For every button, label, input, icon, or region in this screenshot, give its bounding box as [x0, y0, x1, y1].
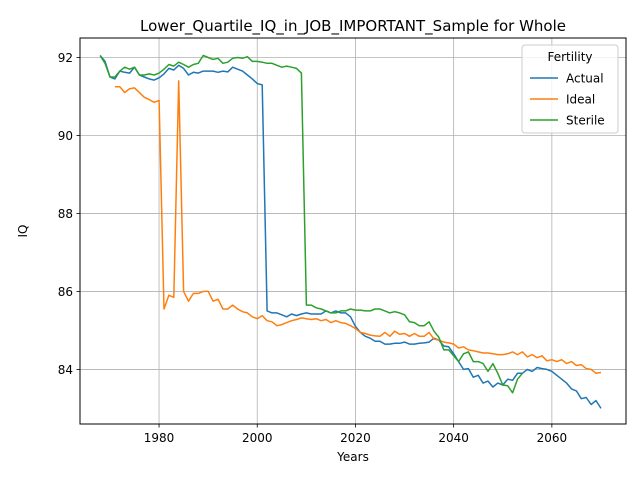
legend: Fertility Actual Ideal Sterile — [521, 44, 619, 134]
series-lines — [99, 54, 602, 409]
series-line-ideal — [114, 80, 602, 375]
x-tick-label: 2060 — [537, 431, 568, 445]
y-tick-label: 92 — [58, 51, 73, 65]
y-axis: 84 86 88 90 92 — [58, 51, 80, 377]
legend-title: Fertility — [547, 50, 592, 64]
x-axis: 1980 2000 2020 2040 2060 — [144, 424, 567, 445]
legend-items: Actual Ideal Sterile — [530, 72, 605, 128]
series-line-actual — [99, 55, 602, 409]
y-tick-label: 88 — [58, 207, 73, 221]
y-tick-label: 86 — [58, 285, 73, 299]
legend-label-sterile: Sterile — [566, 114, 605, 128]
x-tick-label: 1980 — [144, 431, 175, 445]
x-tick-label: 2040 — [438, 431, 469, 445]
legend-label-ideal: Ideal — [566, 93, 595, 107]
plot-frame — [79, 37, 627, 425]
y-axis-label: IQ — [16, 225, 30, 238]
x-tick-label: 2020 — [340, 431, 371, 445]
legend-box — [521, 44, 619, 134]
legend-label-actual: Actual — [566, 72, 604, 86]
series-line-sterile — [99, 54, 523, 394]
x-axis-label: Years — [336, 450, 369, 464]
y-tick-label: 90 — [58, 129, 73, 143]
x-tick-label: 2000 — [242, 431, 273, 445]
y-tick-label: 84 — [58, 363, 73, 377]
chart-title: Lower_Quartile_IQ_in_JOB_IMPORTANT_Sampl… — [140, 17, 566, 36]
